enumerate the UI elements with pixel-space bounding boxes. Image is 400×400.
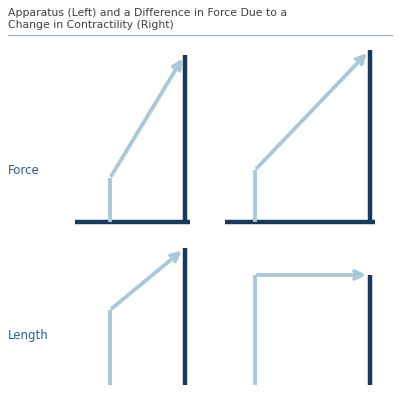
Text: Apparatus (Left) and a Difference in Force Due to a: Apparatus (Left) and a Difference in For… bbox=[8, 8, 287, 18]
Text: Force: Force bbox=[8, 164, 40, 176]
Text: Length: Length bbox=[8, 328, 49, 342]
Text: Change in Contractility (Right): Change in Contractility (Right) bbox=[8, 20, 174, 30]
